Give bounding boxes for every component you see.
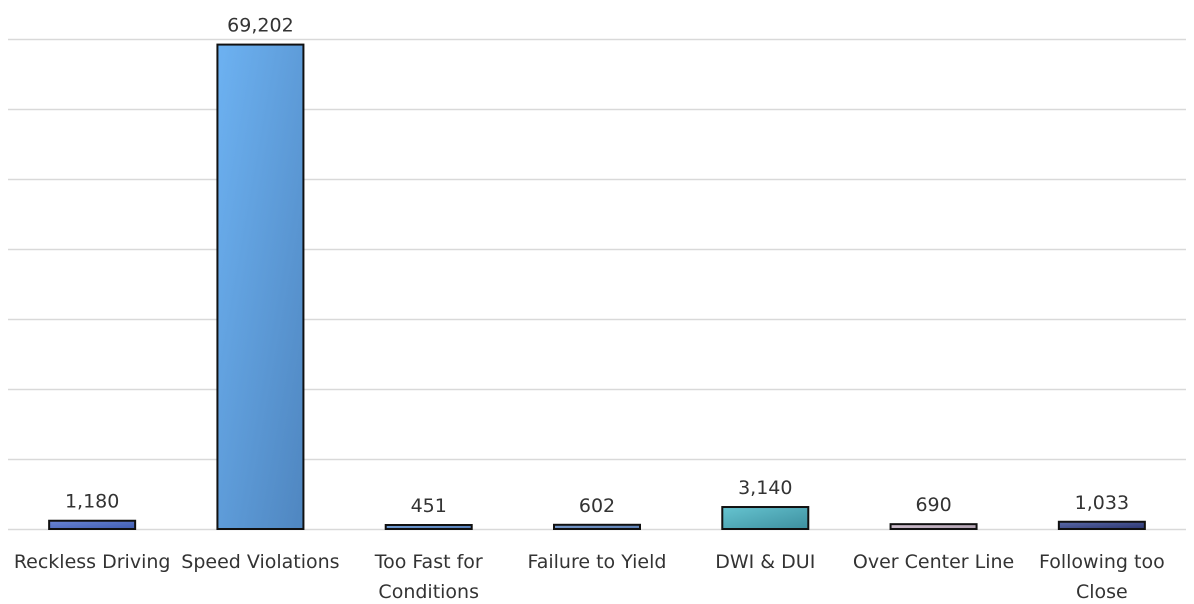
category-label: Reckless Driving bbox=[14, 551, 171, 573]
bar-too-fast-for-conditions bbox=[384, 524, 473, 530]
data-label: 690 bbox=[915, 494, 951, 516]
data-label: 3,140 bbox=[738, 477, 792, 499]
category-label: Over Center Line bbox=[853, 551, 1014, 573]
category-label: Failure to Yield bbox=[528, 551, 667, 573]
data-labels: 1,180 69,202 451 602 3,140 690 1,033 bbox=[65, 15, 1129, 517]
bar-dwi-dui bbox=[721, 506, 810, 530]
data-label: 69,202 bbox=[227, 15, 293, 37]
data-label: 602 bbox=[579, 495, 615, 517]
bar-reckless-driving bbox=[48, 519, 137, 530]
category-label: Too Fast for Conditions bbox=[374, 551, 483, 603]
category-label: Following too Close bbox=[1039, 551, 1165, 603]
bar-speed-violations bbox=[216, 43, 305, 530]
category-label: Speed Violations bbox=[181, 551, 339, 573]
data-label: 1,033 bbox=[1075, 492, 1129, 514]
data-label: 1,180 bbox=[65, 491, 119, 513]
data-label: 451 bbox=[411, 495, 447, 517]
bar-failure-to-yield bbox=[553, 523, 641, 531]
bar-following-too-close bbox=[1057, 520, 1146, 530]
bar-over-center-line bbox=[889, 523, 978, 530]
gridlines bbox=[8, 38, 1186, 531]
bars bbox=[48, 43, 1146, 531]
category-labels: Reckless Driving Speed Violations Too Fast… bbox=[14, 551, 1165, 603]
category-label: DWI & DUI bbox=[715, 551, 815, 573]
